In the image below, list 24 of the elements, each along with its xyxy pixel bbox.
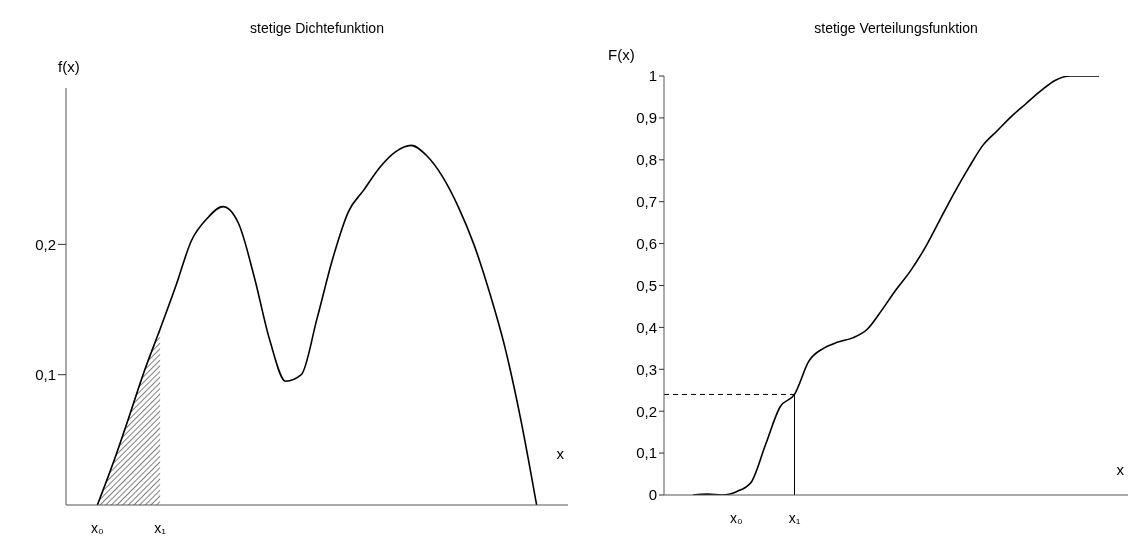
x-tick-label: x₁ — [154, 519, 167, 536]
chart-title: stetige Dichtefunktion — [249, 20, 385, 36]
y-tick-label: 0 — [648, 486, 657, 504]
y-tick-label: 0,9 — [636, 109, 657, 127]
x-axis-title: x — [556, 445, 564, 462]
x-tick-label: x₁ — [788, 509, 801, 526]
y-axis-title: F(x) — [608, 46, 635, 63]
y-tick-label: 0,1 — [636, 444, 657, 462]
y-tick-label: 0,8 — [636, 151, 657, 169]
y-tick-label: 0,1 — [35, 366, 56, 384]
line-series — [96, 144, 538, 505]
chart-title: stetige Verteilungsfunktion — [813, 20, 979, 36]
y-tick-label: 0,2 — [35, 235, 56, 253]
y-tick-label: 0,6 — [636, 234, 657, 252]
y-axis-title: f(x) — [58, 58, 80, 75]
x-tick-label: x₀ — [730, 509, 744, 526]
y-tick-label: 0,3 — [636, 360, 657, 378]
y-tick-label: 0,2 — [636, 402, 657, 420]
x-tick-label: x₀ — [90, 519, 104, 536]
y-tick-label: 0,7 — [636, 193, 657, 211]
y-tick-label: 0,5 — [636, 276, 657, 294]
y-tick-label: 0,4 — [636, 318, 657, 336]
x-axis-title: x — [1116, 461, 1124, 478]
y-tick-label: 1 — [648, 67, 657, 85]
